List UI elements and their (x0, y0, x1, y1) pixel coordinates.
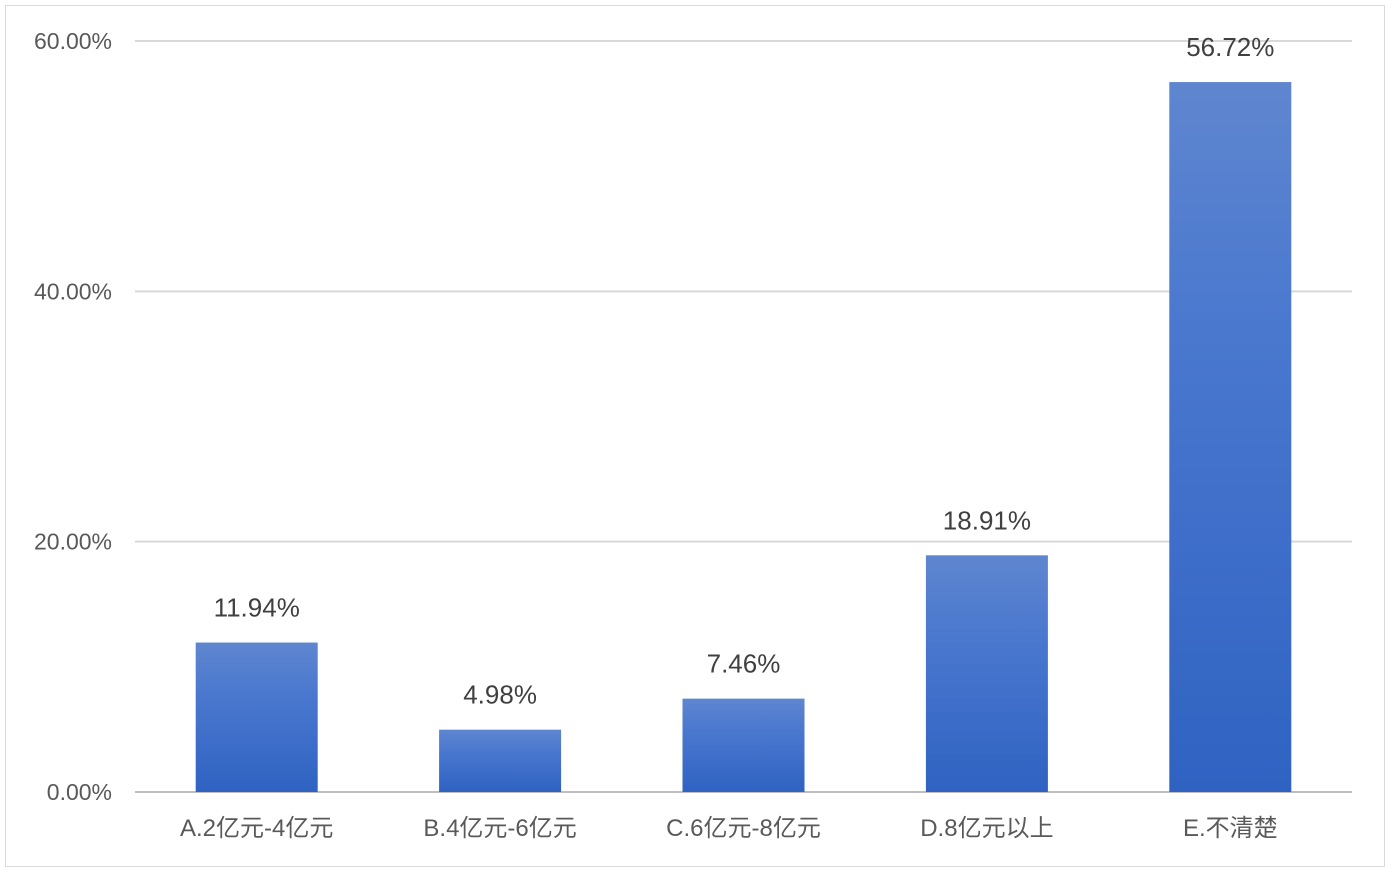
y-axis-tick-labels: 0.00% 20.00% 40.00% 60.00% (34, 28, 112, 805)
x-category-label: A.2亿元-4亿元 (180, 815, 333, 842)
x-category-label: B.4亿元-6亿元 (423, 815, 576, 842)
data-labels: 11.94% 4.98% 7.46% 18.91% 56.72% (214, 32, 1275, 710)
bar (682, 698, 805, 792)
x-axis-category-labels: A.2亿元-4亿元 B.4亿元-6亿元 C.6亿元-8亿元 D.8亿元以上 E.不清楚 (180, 815, 1278, 842)
bar-value-label: 11.94% (214, 593, 300, 623)
x-category-label: E.不清楚 (1183, 815, 1278, 842)
bar-value-label: 7.46% (707, 649, 781, 679)
bar (439, 729, 562, 792)
bar-value-label: 56.72% (1186, 32, 1274, 62)
y-tick-label: 20.00% (34, 529, 112, 555)
bar (195, 642, 318, 792)
x-category-label: D.8亿元以上 (920, 815, 1053, 842)
y-tick-label: 60.00% (34, 28, 112, 54)
bar (1169, 82, 1292, 792)
bar (925, 555, 1048, 792)
bar-value-label: 4.98% (463, 680, 537, 710)
bar-value-label: 18.91% (943, 505, 1031, 535)
bars (195, 82, 1292, 792)
y-tick-label: 0.00% (47, 779, 112, 805)
x-category-label: C.6亿元-8亿元 (666, 815, 821, 842)
y-tick-label: 40.00% (34, 278, 112, 304)
